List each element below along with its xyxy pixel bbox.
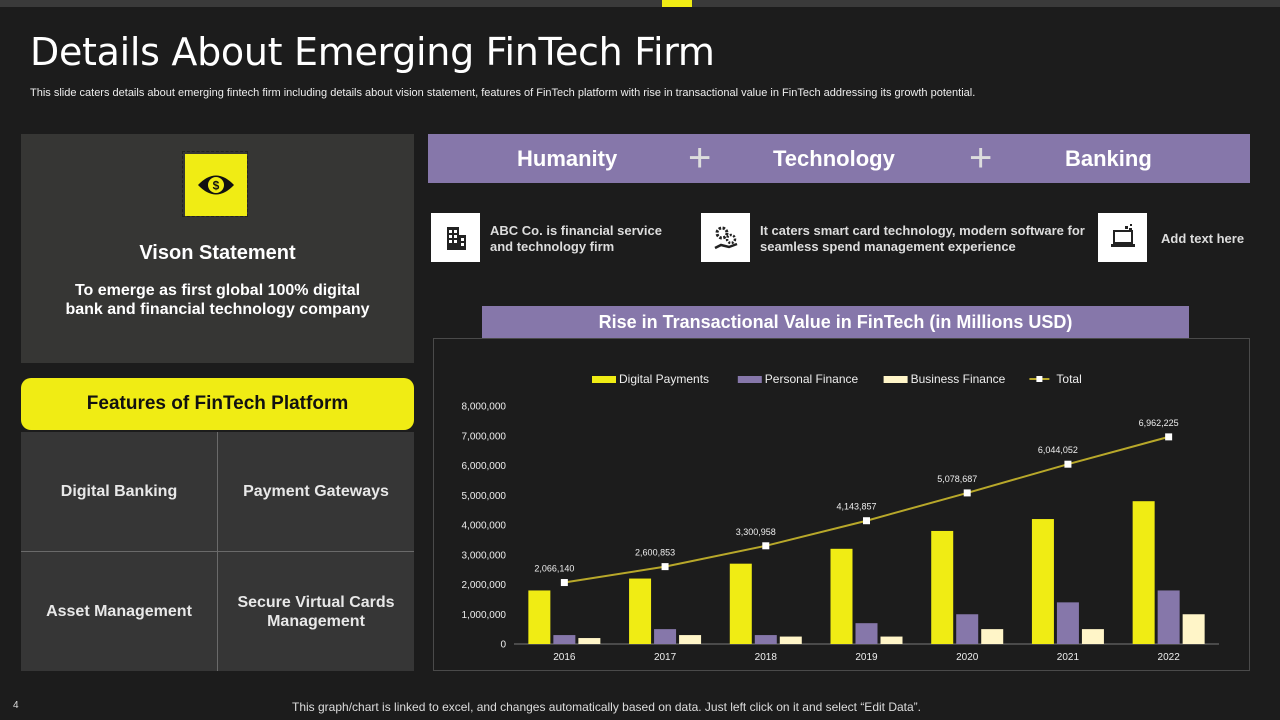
y-tick-label: 4,000,000 xyxy=(462,521,507,532)
bar-personal-finance xyxy=(1157,590,1180,644)
total-data-label: 6,962,225 xyxy=(1139,418,1179,428)
legend-label: Total xyxy=(1056,372,1081,386)
legend-label: Digital Payments xyxy=(619,372,709,386)
bar-personal-finance xyxy=(553,635,576,644)
bar-business-finance xyxy=(1182,614,1205,644)
total-point xyxy=(762,542,770,550)
y-tick-label: 8,000,000 xyxy=(462,402,507,413)
legend-marker xyxy=(1036,376,1043,382)
legend-swatch xyxy=(883,376,908,383)
total-point xyxy=(1064,460,1072,468)
transaction-chart: 0 1,000,000 2,000,000 3,000,000 4,000,000 5,0… xyxy=(462,372,1219,663)
info-text-company: ABC Co. is financial service and technol… xyxy=(490,223,662,254)
y-tick-label: 6,000,000 xyxy=(462,461,507,472)
top-accent-mark xyxy=(662,0,692,7)
y-tick-label: 0 xyxy=(500,640,506,651)
bar-digital-payments xyxy=(1031,519,1054,644)
vision-text: To emerge as first global 100% digital b… xyxy=(65,282,370,318)
y-tick-label: 1,000,000 xyxy=(462,610,507,621)
total-point xyxy=(963,489,971,497)
legend-swatch xyxy=(592,376,616,383)
plus-icon: + xyxy=(688,136,712,180)
gears-hand-icon xyxy=(701,213,750,262)
footer-note: This graph/chart is linked to excel, and… xyxy=(292,700,921,714)
legend-label: Business Finance xyxy=(911,372,1006,386)
bar-digital-payments xyxy=(629,578,652,644)
total-data-label: 6,044,052 xyxy=(1038,445,1078,455)
top-bar xyxy=(0,0,1280,7)
bar-business-finance xyxy=(1081,629,1104,644)
vision-panel: $ Vison Statement To emerge as first glo… xyxy=(21,134,414,363)
bar-business-finance xyxy=(880,636,903,644)
legend-swatch xyxy=(737,376,762,383)
chart-panel: 0 1,000,000 2,000,000 3,000,000 4,000,000 5,0… xyxy=(433,338,1250,671)
feature-item: Payment Gateways xyxy=(217,432,414,551)
banner-item-technology: Technology xyxy=(773,146,895,171)
bar-digital-payments xyxy=(1132,501,1155,644)
bar-personal-finance xyxy=(654,629,677,644)
bar-digital-payments xyxy=(528,590,551,644)
vision-heading: Vison Statement xyxy=(139,242,296,264)
features-heading: Features of FinTech Platform xyxy=(21,378,414,430)
x-tick-label: 2020 xyxy=(956,652,979,663)
total-data-label: 3,300,958 xyxy=(736,527,776,537)
laptop-icon xyxy=(1098,213,1147,262)
legend-label: Personal Finance xyxy=(765,372,859,386)
building-icon xyxy=(431,213,480,262)
chart-title: Rise in Transactional Value in FinTech (… xyxy=(482,306,1189,338)
plus-icon: + xyxy=(969,136,993,180)
bar-personal-finance xyxy=(956,614,979,644)
banner-item-humanity: Humanity xyxy=(517,146,618,171)
y-tick-label: 3,000,000 xyxy=(462,550,507,561)
total-point xyxy=(1165,433,1173,441)
svg-text:$: $ xyxy=(213,179,220,193)
bar-digital-payments xyxy=(931,530,954,644)
total-data-label: 2,600,853 xyxy=(635,548,675,558)
bar-personal-finance xyxy=(754,635,777,644)
eye-dollar-icon: $ xyxy=(182,151,248,217)
bar-digital-payments xyxy=(729,563,752,644)
total-data-label: 4,143,857 xyxy=(836,502,876,512)
bar-business-finance xyxy=(981,629,1004,644)
bar-business-finance xyxy=(779,636,802,644)
info-text-placeholder: Add text here xyxy=(1161,231,1245,246)
x-tick-label: 2017 xyxy=(654,652,677,663)
x-tick-label: 2019 xyxy=(855,652,878,663)
total-point xyxy=(863,517,870,525)
info-text-technology: It caters smart card technology, modern … xyxy=(760,223,1085,254)
features-grid: Digital Banking Payment Gateways Asset M… xyxy=(21,432,414,671)
total-data-label: 2,066,140 xyxy=(534,564,574,574)
y-tick-label: 7,000,000 xyxy=(462,431,507,442)
bar-digital-payments xyxy=(830,548,853,644)
total-point xyxy=(560,579,568,587)
feature-item: Asset Management xyxy=(21,551,217,671)
feature-item: Digital Banking xyxy=(60,483,178,500)
concept-banner: Humanity + Technology + Banking xyxy=(428,134,1250,183)
bar-business-finance xyxy=(679,635,702,644)
bar-personal-finance xyxy=(855,623,878,644)
x-tick-label: 2021 xyxy=(1057,652,1080,663)
page-number: 4 xyxy=(13,700,19,711)
banner-item-banking: Banking xyxy=(1065,146,1152,171)
bar-personal-finance xyxy=(1056,602,1079,644)
x-tick-label: 2022 xyxy=(1158,652,1181,663)
total-data-label: 5,078,687 xyxy=(937,474,977,484)
y-tick-label: 5,000,000 xyxy=(462,491,507,502)
bar-business-finance xyxy=(578,638,601,644)
x-tick-label: 2018 xyxy=(755,652,778,663)
x-tick-label: 2016 xyxy=(553,652,576,663)
total-point xyxy=(661,563,669,571)
y-tick-label: 2,000,000 xyxy=(462,580,507,591)
page-subtitle: This slide caters details about emerging… xyxy=(30,87,976,99)
feature-item: Secure Virtual Cards Management xyxy=(217,551,414,671)
page-title: Details About Emerging FinTech Firm xyxy=(30,30,715,74)
